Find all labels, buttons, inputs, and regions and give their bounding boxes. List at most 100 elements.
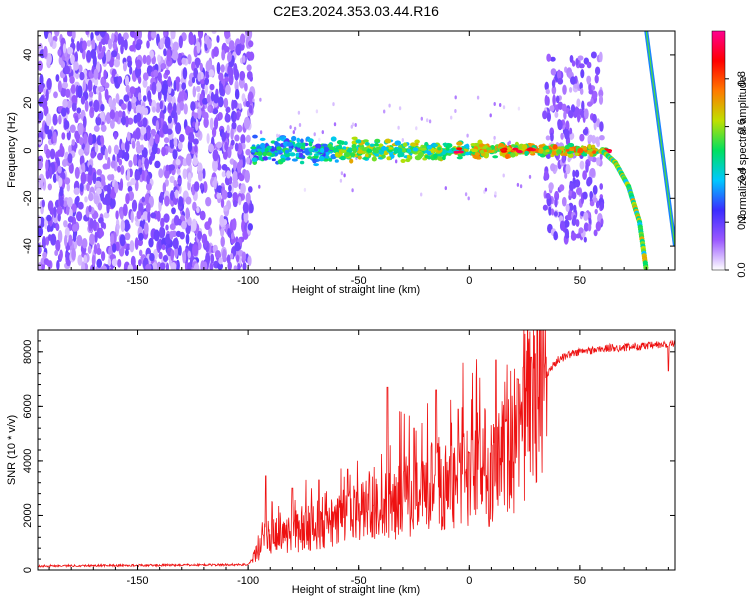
spectrogram-cell xyxy=(46,224,51,233)
spectrogram-cell xyxy=(45,148,51,159)
spectrogram-cell xyxy=(242,55,246,63)
spectrogram-cell xyxy=(138,249,143,257)
spectrogram-cell xyxy=(286,142,294,147)
spectrogram-cell xyxy=(91,39,96,50)
spectrogram-cell xyxy=(98,41,103,52)
spectrogram-cell xyxy=(67,153,73,164)
spectrogram-cell xyxy=(79,71,85,81)
spectrogram-cell xyxy=(226,170,231,179)
spectrogram-cell xyxy=(86,40,92,47)
spectrogram-cell xyxy=(578,227,584,234)
spectrogram-cell xyxy=(170,31,176,40)
spectrogram-cell xyxy=(134,237,139,250)
spectrogram-cell xyxy=(66,258,71,267)
spectrogram-cell xyxy=(209,117,214,131)
spectrogram-cell xyxy=(224,113,231,123)
spectrogram-cell xyxy=(213,117,219,130)
spectrogram-cell xyxy=(590,51,597,59)
spectrogram-cell xyxy=(178,133,185,143)
spectrogram-cell xyxy=(499,103,502,107)
spectrogram-cell xyxy=(195,57,200,69)
spectrogram-cell xyxy=(233,62,238,76)
spectrogram-cell xyxy=(557,119,563,131)
spectrogram-cell xyxy=(112,41,117,50)
spectrogram-cell xyxy=(262,156,269,161)
spectrogram-cell xyxy=(569,54,574,63)
spectrogram-cell xyxy=(83,133,88,145)
spectrogram-cell xyxy=(225,84,231,96)
spectrogram-cell xyxy=(74,115,79,124)
spectrogram-cell xyxy=(142,95,147,102)
spectrogram-cell xyxy=(542,204,548,211)
spectrogram-cell xyxy=(369,143,375,147)
spectrogram-cell xyxy=(292,130,295,135)
spectrogram-cell xyxy=(77,122,84,135)
spectrogram-cell xyxy=(374,138,381,143)
spectrogram-cell xyxy=(167,102,173,111)
spectrogram-cell xyxy=(545,149,550,153)
spectrogram-cell xyxy=(474,152,480,156)
spectrogram-cell xyxy=(182,168,188,180)
spectrogram-cell xyxy=(38,226,44,237)
spectrogram-cell xyxy=(43,31,49,39)
spectrogram-cell xyxy=(586,176,593,186)
spectrogram-cell xyxy=(199,182,204,191)
spectrogram-cell xyxy=(510,152,516,158)
spectrogram-cell xyxy=(457,150,464,154)
spectrogram-cell xyxy=(183,92,188,101)
spectrogram-cell xyxy=(124,248,129,257)
snr-background xyxy=(38,330,675,570)
spectrogram-cell xyxy=(41,235,47,249)
spectrogram-cell xyxy=(92,211,99,219)
spectrogram-cell xyxy=(143,222,149,235)
spectrogram-cell xyxy=(218,72,224,82)
spectrogram-cell xyxy=(551,150,557,156)
snr-x-axis-label: Height of straight line (km) xyxy=(292,584,420,596)
spectrogram-cell xyxy=(574,179,581,188)
spectrogram-cell xyxy=(313,132,316,137)
spectrogram-cell xyxy=(232,99,238,109)
spectrogram-cell xyxy=(557,77,564,85)
spectrogram-cell xyxy=(110,233,115,245)
spectrogram-cell xyxy=(197,230,203,240)
spectrogram-cell xyxy=(123,151,130,162)
spectrogram-cell xyxy=(230,127,234,140)
spectrogram-cell xyxy=(88,100,93,107)
spectrogram-cell xyxy=(117,258,122,268)
spectrogram-cell xyxy=(38,243,41,255)
spectrogram-cell xyxy=(586,75,592,84)
spectrogram-cell xyxy=(158,251,163,260)
spectrogram-cell xyxy=(70,54,75,65)
spectrogram-cell xyxy=(192,244,199,257)
spectrogram-cell xyxy=(543,170,549,181)
spectrogram-cell xyxy=(574,169,580,178)
spectrogram-cell xyxy=(193,263,200,270)
spectrogram-cell xyxy=(259,137,266,142)
spectrogram-cell xyxy=(415,126,418,131)
y-tick-label: 8000 xyxy=(22,340,34,364)
spectrogram-cell xyxy=(204,77,210,86)
spectrogram-cell xyxy=(60,107,67,117)
spectrogram-cell xyxy=(88,205,92,213)
spectrogram-cell xyxy=(232,170,238,184)
spectrogram-cell xyxy=(38,173,45,184)
spectrogram-cell xyxy=(57,80,62,93)
spectrogram-cell xyxy=(72,230,77,242)
spectrogram-cell xyxy=(97,202,103,211)
spectrogram-cell xyxy=(113,144,119,155)
spectrogram-cell xyxy=(100,124,107,133)
spectrogram-cell xyxy=(323,146,329,153)
spectrogram-cell xyxy=(62,200,68,207)
spectrogram-cell xyxy=(150,212,157,219)
spectrogram-cell xyxy=(123,39,128,51)
spectrogram-cell xyxy=(155,82,162,93)
spectrogram-cell xyxy=(511,144,516,148)
spectrogram-cell xyxy=(164,169,170,179)
spectrogram-cell xyxy=(149,50,155,59)
spectrogram-cell xyxy=(66,196,73,208)
spectrogram-cell xyxy=(66,183,71,192)
spectrogram-cell xyxy=(172,102,177,115)
spectrogram-cell xyxy=(199,210,206,221)
spectrogram-cell xyxy=(129,240,135,253)
